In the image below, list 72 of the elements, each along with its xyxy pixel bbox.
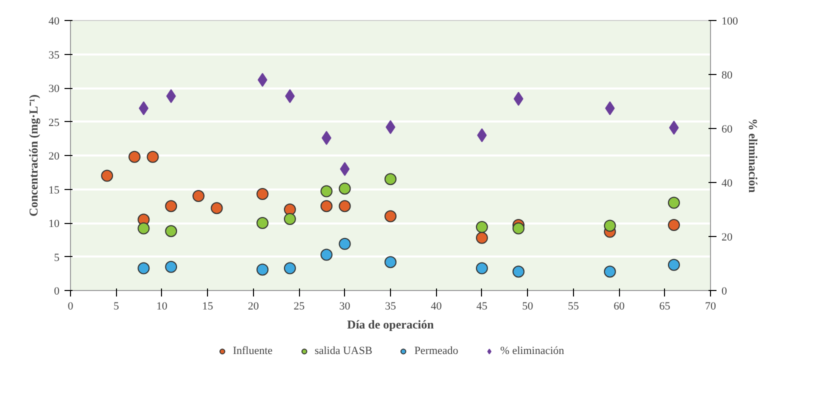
y2-tick-label: 100 (722, 16, 738, 28)
legend-label: Permeado (414, 345, 458, 357)
y-tick-label: 25 (48, 116, 60, 129)
y2-tick-label: 80 (722, 70, 733, 82)
y-axis-title: Concentración (mg·L⁻¹) (26, 94, 40, 216)
y2-tick-label: 0 (722, 286, 728, 298)
point (138, 222, 150, 234)
point (284, 262, 296, 274)
point (384, 256, 396, 268)
y-tick-label: 15 (48, 184, 60, 196)
x-tick-label: 70 (705, 300, 716, 312)
point (320, 200, 332, 212)
y-tick-label: 30 (48, 83, 60, 95)
point (338, 238, 351, 250)
point (384, 173, 396, 186)
y2-tick-label: 60 (722, 124, 733, 136)
point (476, 232, 488, 244)
x-tick-label: 50 (522, 300, 534, 312)
legend-label: % eliminación (500, 345, 564, 357)
y-tick-label: 10 (48, 218, 60, 230)
point (320, 248, 332, 261)
point (165, 200, 178, 212)
x-tick-label: 55 (568, 300, 580, 312)
x-tick-label: 10 (156, 300, 168, 312)
y-tick-label: 35 (48, 49, 60, 62)
legend-label: Influente (232, 345, 273, 357)
x-axis-title: Día de operación (347, 318, 434, 332)
point (284, 212, 296, 225)
x-tick-label: 5 (113, 300, 120, 312)
point (320, 185, 332, 198)
point (604, 220, 616, 232)
point (512, 266, 524, 278)
point (210, 202, 223, 214)
point (476, 262, 488, 274)
point (668, 258, 680, 271)
point (256, 264, 268, 276)
point (192, 190, 204, 202)
point (138, 262, 150, 274)
point (338, 182, 351, 195)
x-tick-label: 20 (248, 300, 260, 312)
point (256, 217, 268, 229)
y2-axis-title: % eliminación (746, 118, 760, 193)
point (128, 150, 140, 163)
x-tick-label: 60 (614, 300, 626, 312)
point (338, 200, 351, 212)
x-tick-label: 0 (68, 300, 74, 312)
y-tick-label: 40 (48, 16, 60, 28)
x-tick-label: 35 (385, 300, 396, 312)
x-tick-label: 40 (430, 300, 442, 312)
x-tick-label: 30 (339, 300, 351, 312)
point (384, 210, 396, 222)
y-tick-label: 0 (54, 286, 60, 298)
y2-tick-label: 20 (722, 232, 733, 244)
point (668, 196, 680, 209)
point (256, 188, 268, 200)
x-tick-label: 45 (476, 300, 488, 312)
point (476, 221, 488, 234)
point (146, 150, 159, 163)
y-tick-label: 5 (54, 252, 60, 264)
legend-label: salida UASB (314, 345, 372, 357)
point (340, 162, 350, 176)
x-tick-label: 25 (294, 300, 306, 312)
x-tick-label: 15 (202, 300, 214, 312)
point (165, 260, 178, 273)
point (668, 219, 680, 232)
point (512, 222, 524, 234)
y2-tick-label: 40 (722, 178, 733, 190)
y-tick-label: 20 (48, 150, 60, 162)
point (101, 170, 114, 182)
point (604, 266, 616, 278)
x-tick-label: 65 (659, 300, 671, 312)
point (165, 225, 178, 238)
